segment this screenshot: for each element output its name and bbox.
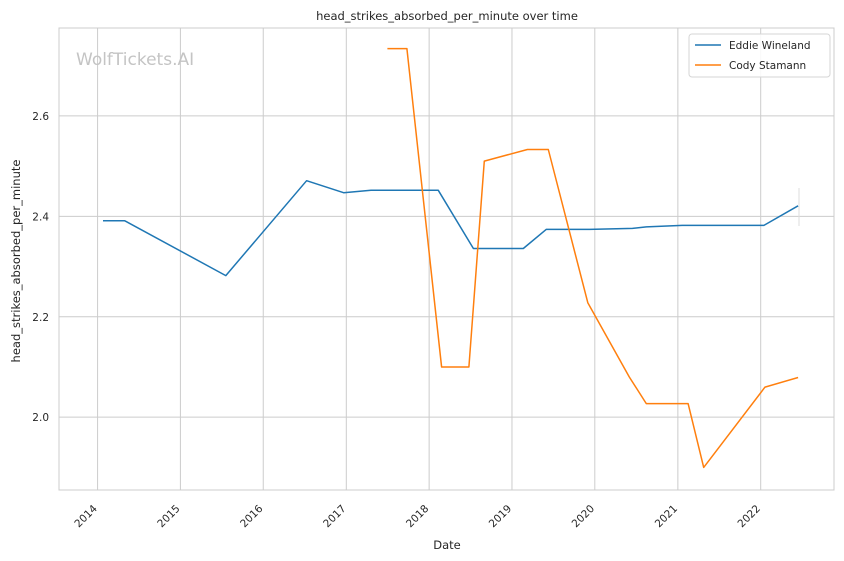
y-tick-label: 2.2: [32, 312, 49, 324]
series-line-eddie-wineland: [103, 179, 799, 277]
watermark: WolfTickets.AI: [76, 50, 194, 70]
legend: Eddie Wineland Cody Stamann: [688, 33, 831, 78]
y-axis-label: head_strikes_absorbed_per_minute: [9, 160, 23, 363]
y-tick-label: 2.0: [32, 412, 49, 424]
x-axis-label: Date: [433, 538, 461, 552]
legend-label-eddie-wineland: Eddie Wineland: [729, 40, 811, 52]
legend-box: [688, 33, 831, 78]
plot-area: [58, 27, 835, 491]
y-axis-ticks: 2.0 2.2 2.4 2.6: [32, 111, 49, 424]
legend-label-cody-stamann: Cody Stamann: [729, 60, 806, 72]
y-tick-label: 2.4: [32, 211, 49, 223]
series-line-cody-stamann: [387, 47, 799, 469]
y-tick-label: 2.6: [32, 111, 49, 123]
chart-title: head_strikes_absorbed_per_minute over ti…: [316, 9, 578, 23]
series-layer: [103, 47, 799, 469]
